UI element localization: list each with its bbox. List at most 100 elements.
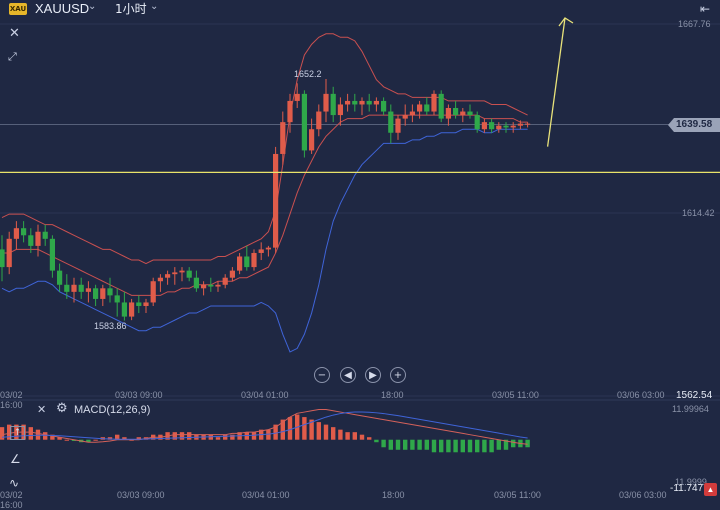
time-label: 18:00 [381, 390, 404, 400]
zoom-in-button[interactable]: + [390, 367, 406, 383]
candle-body [510, 125, 516, 128]
trend-icon[interactable]: ∿ [9, 476, 20, 490]
macd-bar [287, 417, 293, 440]
macd-bar [93, 439, 98, 441]
low-label: 1583.86 [94, 321, 127, 331]
candle-body [467, 111, 473, 116]
candle-body [172, 272, 178, 275]
macd-bar [446, 439, 451, 453]
macd-bar [187, 432, 192, 440]
bollinger-bands [1, 33, 528, 353]
candle-body [222, 277, 228, 285]
skip-back-button[interactable]: ◀ [340, 367, 356, 383]
candle-body [409, 111, 415, 116]
candle-body [438, 93, 444, 119]
macd-bar [309, 419, 314, 440]
macd-tick-top: 11.99964 [672, 404, 709, 414]
macd-bar [71, 439, 77, 441]
candle-body [460, 111, 466, 116]
zoom-out-button[interactable]: − [314, 367, 330, 383]
candle-body [201, 284, 207, 289]
middle-band-line [2, 114, 528, 296]
current-price-tag [668, 118, 720, 132]
candle-body [503, 125, 509, 128]
candle-body [265, 247, 271, 250]
candle-body [258, 249, 264, 253]
logo-icon: ▲ [704, 483, 717, 496]
candle-body [366, 100, 372, 105]
candle-body [244, 256, 250, 268]
gear-icon[interactable]: ⚙ [56, 401, 68, 416]
candle-body [251, 252, 257, 268]
macd-close-icon[interactable]: ✕ [37, 404, 47, 416]
macd-bar [57, 437, 62, 440]
indicator-icon[interactable]: ↑ [10, 426, 25, 440]
chevron-down-icon[interactable]: ⌄ [88, 1, 97, 12]
drawing-icon[interactable]: ∠ [10, 452, 21, 466]
candle-body [93, 288, 99, 299]
time-label: 03/06 03:00 [619, 490, 667, 500]
chevron-down-icon[interactable]: ⌄ [150, 1, 159, 12]
candle-body [215, 284, 221, 287]
macd-bar [388, 439, 393, 450]
macd-bar [122, 437, 127, 440]
arrow-shaft [546, 17, 566, 147]
macd-bar [280, 419, 285, 440]
macd-bar [273, 424, 278, 440]
macd-bar [208, 434, 213, 440]
interval-selector[interactable]: 1小时 [115, 2, 147, 16]
macd-bar [453, 439, 458, 453]
arrow-head [558, 17, 574, 27]
candle-body [193, 277, 199, 289]
candle-body [85, 288, 91, 292]
macd-bar [223, 434, 228, 440]
skip-forward-button[interactable]: ▶ [365, 367, 381, 383]
candlesticks [0, 79, 531, 321]
macd-bar [417, 439, 422, 450]
current-price-label: 1639.58 [676, 119, 713, 130]
time-label: 03/04 01:00 [242, 490, 290, 500]
candle-body [136, 302, 142, 306]
candle-body [179, 270, 185, 273]
candle-body [35, 231, 41, 246]
candle-body [388, 111, 394, 133]
macd-bar [525, 439, 530, 448]
macd-bar [439, 439, 444, 453]
macd-panel [0, 409, 530, 453]
time-label: 18:00 [382, 490, 405, 500]
candle-body [57, 270, 63, 285]
candle-body [129, 302, 135, 317]
candle-body [316, 111, 322, 130]
exit-icon[interactable]: ⇤ [700, 2, 711, 16]
candle-body [330, 93, 336, 116]
candle-body [100, 288, 106, 299]
candle-body [157, 277, 163, 282]
macd-bar [482, 439, 487, 453]
candle-body [13, 228, 19, 239]
macd-bar [403, 439, 408, 450]
macd-bar [244, 432, 249, 440]
candle-body [208, 284, 214, 287]
close-icon[interactable]: ✕ [9, 26, 20, 41]
candle-body [481, 122, 487, 130]
macd-bar [489, 439, 494, 453]
price-tick-bottom: 1562.54 [676, 390, 713, 401]
macd-bar [323, 424, 329, 440]
time-label: 03/04 01:00 [241, 390, 289, 400]
macd-bar [424, 439, 429, 450]
collapse-icon[interactable]: ⤢ [8, 50, 17, 63]
candle-body [165, 274, 171, 278]
time-label: 03/02 16:00 [0, 490, 23, 510]
candle-body [323, 93, 329, 112]
time-label: 03/05 11:00 [494, 490, 541, 500]
upper-band-line [1, 33, 528, 265]
macd-bar [7, 424, 12, 440]
candle-body [301, 93, 307, 151]
time-label: 03/03 09:00 [115, 390, 163, 400]
symbol-selector[interactable]: XAUUSD [35, 1, 90, 16]
macd-bar [64, 439, 69, 441]
candle-body [402, 115, 408, 119]
macd-bar [395, 439, 401, 450]
price-tick-mid: 1614.42 [682, 208, 715, 218]
